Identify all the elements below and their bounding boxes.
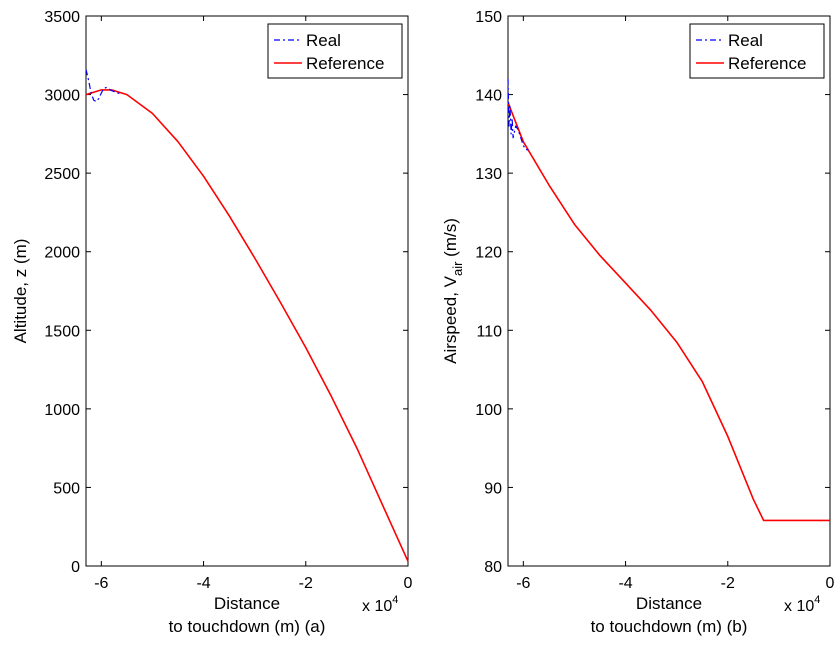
altitude-y-ticks: 0 500 1000 1500 2000 2500 3000 3500 [44,9,408,576]
airspeed-x-ticks: -6 -4 -2 0 [516,16,835,592]
altitude-y-axis-label: Altitude, z (m) [11,239,30,344]
airspeed-x-axis-label-line2: to touchdown (m) (b) [591,617,748,636]
altitude-y-tick-label: 2500 [44,166,80,183]
altitude-x-tick-label: -2 [299,575,313,592]
airspeed-y-tick-label: 100 [475,402,502,419]
airspeed-legend: Real Reference [689,23,825,79]
airspeed-y-tick-label: 110 [476,323,502,340]
airspeed-x-tick-label: -2 [721,575,735,592]
airspeed-legend-box [689,23,825,79]
altitude-x-axis-label-line1: Distance [214,594,280,613]
airspeed-y-tick-label: 150 [475,9,502,26]
airspeed-x-axis-label-line1: Distance [636,594,702,613]
altitude-y-tick-label: 0 [71,559,80,576]
altitude-series [85,69,409,562]
altitude-x-exponent: x 104 [362,594,398,615]
airspeed-series [507,78,830,522]
airspeed-y-ticks: 80 90 100 110 120 130 140 150 [475,9,830,576]
altitude-y-tick-label: 500 [53,480,80,497]
altitude-y-tick-label: 3000 [44,88,80,105]
altitude-plot-area [85,15,409,567]
airspeed-legend-reference-label: Reference [728,54,806,73]
airspeed-series-reference-line [507,102,830,522]
altitude-y-tick-label: 2000 [44,245,80,262]
altitude-chart-panel: 0 500 1000 1500 2000 2500 3000 3500 -6 -4 -2 0 Alt… [11,9,413,636]
altitude-y-tick-label: 1000 [44,402,80,419]
altitude-legend-box [267,23,403,79]
altitude-y-tick-label: 3500 [44,9,80,26]
airspeed-plot-area [507,15,831,567]
airspeed-y-axis-label: Airspeed, Vair (m/s) [441,218,465,364]
airspeed-y-tick-label: 120 [475,245,502,262]
altitude-legend-reference-label: Reference [306,54,384,73]
airspeed-legend-real-label: Real [728,31,763,50]
airspeed-x-exponent: x 104 [784,594,820,615]
airspeed-series-real-line [507,78,529,151]
airspeed-x-tick-label: 0 [826,575,835,592]
altitude-x-tick-label: -6 [94,575,108,592]
altitude-legend-real-label: Real [306,31,341,50]
airspeed-y-tick-label: 130 [475,166,502,183]
altitude-x-axis-label-line2: to touchdown (m) (a) [169,617,326,636]
altitude-legend: Real Reference [267,23,403,79]
airspeed-y-tick-label: 140 [475,88,502,105]
altitude-series-real-line [85,69,123,103]
altitude-series-reference-line [85,89,409,562]
altitude-y-tick-label: 1500 [44,323,80,340]
altitude-x-ticks: -6 -4 -2 0 [94,16,413,592]
airspeed-y-tick-label: 80 [484,559,502,576]
altitude-x-tick-label: -4 [196,575,210,592]
airspeed-x-tick-label: -4 [618,575,632,592]
airspeed-x-tick-label: -6 [516,575,530,592]
airspeed-y-tick-label: 90 [484,480,502,497]
altitude-x-tick-label: 0 [404,575,413,592]
airspeed-chart-panel: 80 90 100 110 120 130 140 150 -6 -4 -2 0 Airspeed,… [441,9,835,636]
